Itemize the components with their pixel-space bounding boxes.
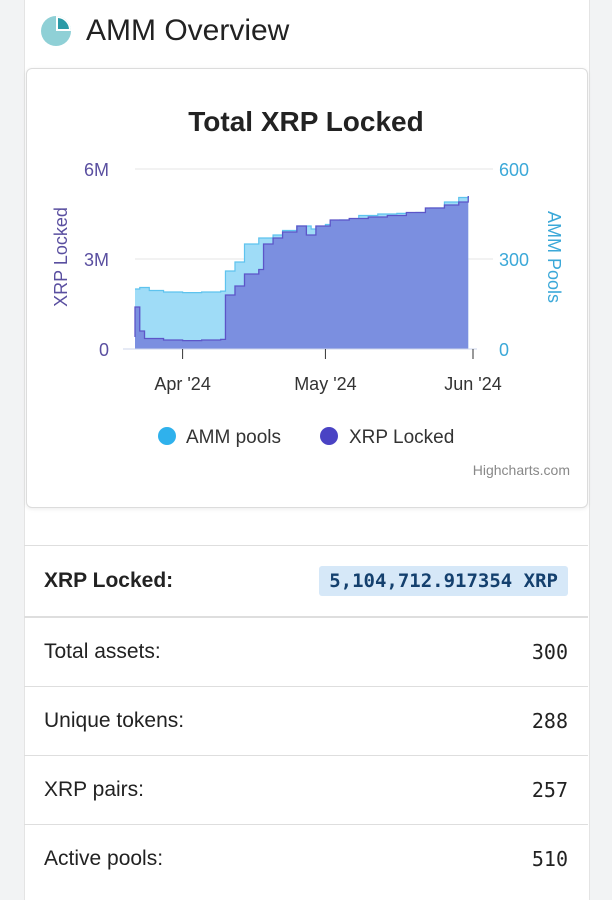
y-axis-right-tick-label: 600 <box>499 160 529 180</box>
x-axis-tick-label: May '24 <box>294 374 356 394</box>
stat-value: 288 <box>531 709 568 733</box>
pie-chart-icon <box>41 16 71 46</box>
legend-marker-xrp-locked <box>320 427 338 445</box>
legend-marker-amm-pools <box>158 427 176 445</box>
stat-value: 257 <box>531 778 568 802</box>
series-line-xrp-locked <box>134 196 469 342</box>
x-axis-tick-label: Jun '24 <box>444 374 501 394</box>
stat-value: 510 <box>531 847 568 871</box>
stat-row-xrp-locked: XRP Locked: 5,104,712.917354 XRP <box>24 545 588 617</box>
stat-row-unique-tokens: Unique tokens: 288 <box>24 686 588 755</box>
y-axis-left-tick-label: 3M <box>84 250 109 270</box>
x-axis: Apr '24 May '24 Jun '24 <box>123 348 502 394</box>
legend-item-amm-pools[interactable]: AMM pools <box>158 427 281 448</box>
chart-credits[interactable]: Highcharts.com <box>473 462 570 478</box>
stat-value: 300 <box>531 640 568 664</box>
y-axis-right-tick-label: 0 <box>499 340 509 360</box>
legend-label-amm-pools: AMM pools <box>186 427 281 448</box>
legend-item-xrp-locked[interactable]: XRP Locked <box>320 427 454 448</box>
stat-label: Unique tokens: <box>44 709 185 732</box>
stats-list: XRP Locked: 5,104,712.917354 XRP Total a… <box>24 545 588 893</box>
chart: Total XRP Locked Apr '24 May '24 Jun '24 0… <box>51 106 570 478</box>
legend-label-xrp-locked: XRP Locked <box>349 427 454 448</box>
legend: AMM pools XRP Locked <box>158 427 454 448</box>
stat-value-xrp-locked: 5,104,712.917354 XRP <box>319 566 568 596</box>
stat-label: XRP Locked: <box>44 569 174 592</box>
page-header: AMM Overview <box>40 10 289 52</box>
y-axis-right-title: AMM Pools <box>544 211 564 303</box>
y-axis-right-tick-label: 300 <box>499 250 529 270</box>
x-axis-tick-label: Apr '24 <box>154 374 210 394</box>
y-axis-right: 0 300 600 <box>499 160 529 360</box>
page-title: AMM Overview <box>86 14 290 47</box>
stat-label: Total assets: <box>44 640 161 663</box>
chart-title: Total XRP Locked <box>188 106 423 137</box>
stat-row-total-assets: Total assets: 300 <box>24 617 588 686</box>
chart-card: Total XRP Locked Apr '24 May '24 Jun '24 0… <box>26 68 588 508</box>
y-axis-left-tick-label: 6M <box>84 160 109 180</box>
y-axis-left-tick-label: 0 <box>99 340 109 360</box>
plot-areas <box>134 196 469 349</box>
y-axis-left: 0 3M 6M <box>84 160 109 360</box>
stat-row-xrp-pairs: XRP pairs: 257 <box>24 755 588 824</box>
stat-label: XRP pairs: <box>44 778 144 801</box>
y-axis-left-title: XRP Locked <box>51 207 71 307</box>
stat-row-active-pools: Active pools: 510 <box>24 824 588 893</box>
series-area-xrp-locked <box>135 196 469 349</box>
stat-label: Active pools: <box>44 847 164 870</box>
